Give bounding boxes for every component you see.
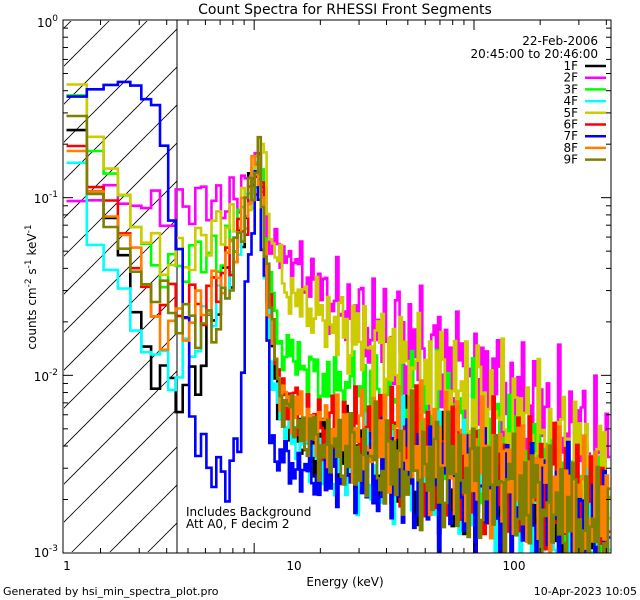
series-lines (66, 80, 611, 553)
hatch-line (64, 408, 177, 523)
plot-frame (62, 19, 612, 554)
hatch-line (71, 446, 177, 552)
legend-label-5F: 5F (563, 106, 578, 120)
x-axis-label: Energy (keV) (306, 575, 383, 589)
legend-label-6F: 6F (563, 118, 578, 132)
y-tick-label-1e-1: 10-1 (34, 190, 58, 206)
series-line-5F (66, 83, 611, 535)
chart-title: Count Spectra for RHESSI Front Segments (198, 2, 492, 18)
footer-generator: Generated by hsi_min_spectra_plot.pro (3, 585, 219, 598)
y-tick-label-1e-3: 10-3 (34, 544, 58, 560)
legend-label-4F: 4F (563, 94, 578, 108)
legend-label-9F: 9F (563, 153, 578, 167)
legend-label-7F: 7F (563, 129, 578, 143)
hatch-line (64, 28, 177, 143)
hatch-line (64, 21, 72, 29)
x-tick-label-10: 10 (286, 559, 301, 573)
footer-timestamp: 10-Apr-2023 10:05 (534, 585, 637, 598)
hatch-line (64, 180, 177, 295)
x-tick-label-1: 1 (63, 559, 71, 573)
note-attenuator: Att A0, F decim 2 (186, 517, 289, 531)
axis-ticks (63, 19, 611, 554)
y-axis-label: counts cm-2 s-1 keV-1 (24, 224, 39, 349)
hatch-line (64, 21, 110, 67)
legend-label-2F: 2F (563, 71, 578, 85)
series-line-9F (66, 114, 611, 553)
hatch-line (64, 104, 177, 219)
legend-label-3F: 3F (563, 82, 578, 96)
hatch-line (64, 66, 177, 181)
y-tick-label-1e0: 100 (37, 14, 58, 30)
y-tick-labels: 100 10-1 10-2 10-3 (34, 14, 59, 560)
series-line-8F (66, 149, 611, 553)
legend-label-1F: 1F (563, 59, 578, 73)
note-background: Includes Background (186, 505, 311, 519)
hatch-line (64, 370, 177, 485)
hatch-line (64, 21, 148, 105)
hatch-line (64, 218, 177, 333)
legend-time: 20:45:00 to 20:46:00 (471, 47, 598, 61)
y-tick-label-1e-2: 10-2 (34, 368, 58, 384)
legend-label-8F: 8F (563, 141, 578, 155)
x-tick-label-100: 100 (503, 559, 526, 573)
legend-date: 22-Feb-2006 (522, 34, 598, 48)
x-tick-labels: 1 10 100 (63, 559, 525, 573)
